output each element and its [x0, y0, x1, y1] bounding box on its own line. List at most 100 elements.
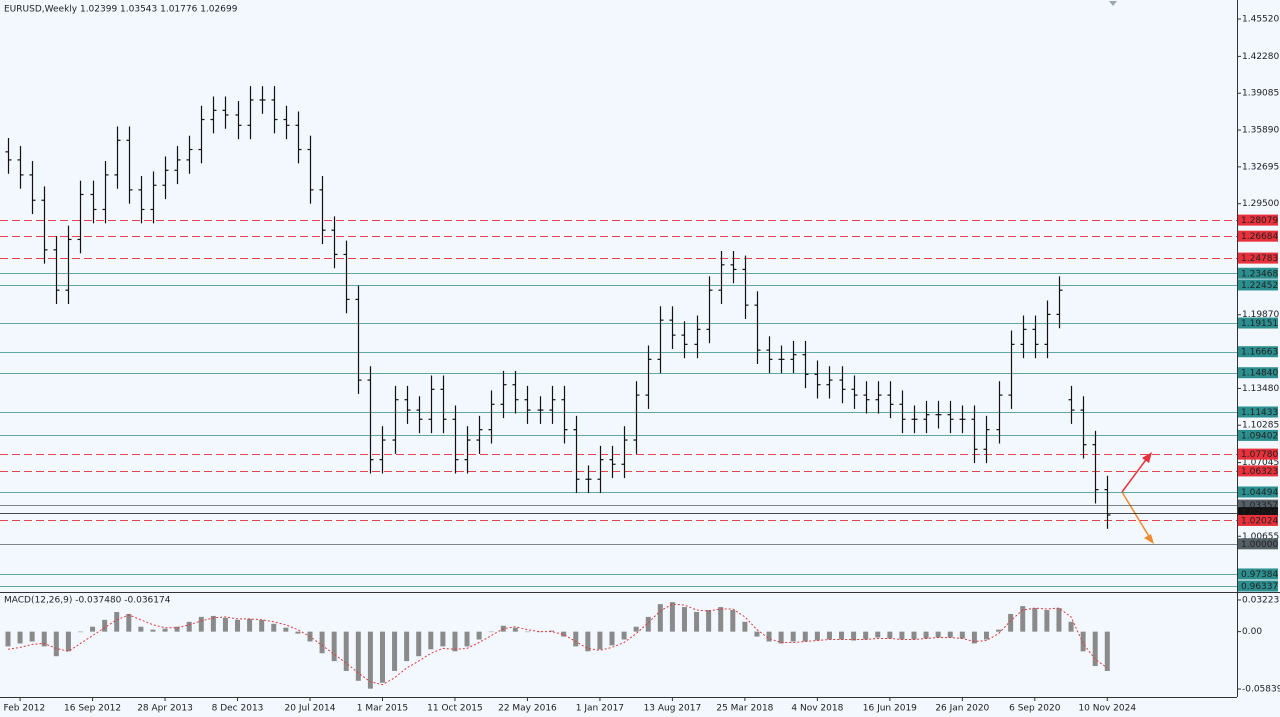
- histogram-bar: [826, 631, 832, 640]
- level-label: 0.97384: [1241, 570, 1278, 580]
- histogram-bar: [959, 631, 965, 639]
- histogram-bar: [851, 631, 857, 641]
- y-tick-label: 1.35890: [1242, 126, 1279, 136]
- level-label: 1.04494: [1241, 488, 1278, 498]
- y-tick-label: -0.058391: [1242, 685, 1280, 695]
- level-label: 1.03357: [1241, 501, 1278, 511]
- histogram-bar: [186, 621, 192, 632]
- level-label-box: [1238, 367, 1278, 379]
- histogram-bar: [1092, 631, 1098, 667]
- histogram-bar: [29, 631, 35, 642]
- level-label-box: [1238, 514, 1278, 526]
- x-tick-label: 10 Nov 2024: [1078, 704, 1136, 714]
- level-label: 1.00000: [1241, 540, 1278, 550]
- histogram-bar: [839, 631, 845, 640]
- histogram-bar: [295, 631, 301, 634]
- histogram-bar: [404, 631, 410, 662]
- histogram-bar: [476, 631, 482, 640]
- x-tick-label: 25 Mar 2018: [716, 704, 773, 714]
- histogram-bar: [597, 631, 603, 650]
- histogram-bar: [150, 629, 156, 632]
- histogram-bar: [730, 610, 736, 632]
- histogram-bar: [645, 616, 651, 632]
- x-tick-label: 6 Sep 2020: [1009, 704, 1061, 714]
- macd-label: MACD(12,26,9) -0.037480 -0.036174: [4, 596, 171, 606]
- histogram-bar: [259, 619, 265, 632]
- histogram-bar: [41, 631, 47, 647]
- histogram-bar: [1044, 610, 1050, 632]
- histogram-bar: [609, 631, 615, 646]
- histogram-bar: [657, 604, 663, 632]
- down-arrow: [1121, 491, 1151, 539]
- histogram-bar: [971, 631, 977, 644]
- x-tick-label: 28 Apr 2013: [137, 704, 193, 714]
- histogram-bar: [488, 631, 494, 633]
- x-tick-label: 4 Nov 2018: [791, 704, 843, 714]
- chart-title: EURUSD,Weekly 1.02399 1.03543 1.01776 1.…: [4, 5, 238, 15]
- y-tick-label: 1.10285: [1242, 421, 1279, 431]
- up-arrow: [1121, 456, 1149, 493]
- level-label: 1.26684: [1241, 232, 1278, 242]
- histogram-bar: [77, 631, 83, 633]
- level-label: 1.16663: [1241, 348, 1278, 358]
- y-tick-label: 1.29500: [1242, 199, 1279, 209]
- histogram-bar: [512, 627, 518, 632]
- shift-marker: [1109, 1, 1117, 6]
- histogram-bar: [283, 627, 289, 632]
- level-label-box: [1238, 499, 1278, 511]
- histogram-bar: [174, 626, 180, 632]
- histogram-bar: [367, 631, 373, 689]
- histogram-bar: [742, 621, 748, 632]
- histogram-bar: [1104, 631, 1110, 671]
- histogram-bar: [573, 631, 579, 647]
- histogram-bar: [633, 626, 639, 632]
- level-label: 1.24783: [1241, 254, 1278, 264]
- x-tick-label: 16 Jun 2019: [863, 704, 917, 714]
- histogram-bar: [379, 631, 385, 683]
- histogram-bar: [524, 631, 530, 633]
- y-tick-label: 1.32695: [1242, 162, 1279, 172]
- level-label: 1.28079: [1241, 216, 1278, 226]
- histogram-bar: [319, 631, 325, 654]
- histogram-bar: [428, 631, 434, 650]
- histogram-bar: [53, 631, 59, 657]
- histogram-bar: [766, 631, 772, 642]
- histogram-bar: [452, 631, 458, 652]
- histogram-bar: [875, 631, 881, 638]
- histogram-bar: [911, 631, 917, 640]
- histogram-bar: [561, 631, 567, 637]
- y-tick-label: 0.00: [1242, 627, 1262, 637]
- histogram-bar: [694, 611, 700, 632]
- projection-arrows: [1121, 452, 1154, 544]
- x-tick-label: 11 Oct 2015: [427, 704, 483, 714]
- histogram-bar: [210, 615, 216, 632]
- histogram-bar: [947, 631, 953, 638]
- histogram-bar: [537, 631, 543, 633]
- histogram-bar: [706, 610, 712, 632]
- histogram-bar: [343, 631, 349, 671]
- level-label: 1.07780: [1241, 450, 1278, 460]
- level-label-box: [1238, 507, 1278, 519]
- x-tick-label: 8 Dec 2013: [212, 704, 264, 714]
- histogram-bar: [778, 631, 784, 644]
- level-label-box: [1238, 465, 1278, 477]
- y-tick-label: 1.42280: [1242, 52, 1279, 62]
- histogram-bar: [416, 631, 422, 657]
- histogram-bar: [549, 630, 555, 632]
- y-tick-label: 1.13480: [1242, 384, 1279, 394]
- histogram-bar: [923, 631, 929, 639]
- histogram-bar: [802, 631, 808, 642]
- down-arrow-head: [1144, 534, 1154, 544]
- level-label-box: [1238, 214, 1278, 226]
- x-tick-label: 16 Sep 2012: [64, 704, 121, 714]
- histogram-bar: [126, 613, 132, 632]
- level-label-box: [1238, 279, 1278, 291]
- histogram-bar: [198, 616, 204, 632]
- histogram-bar: [983, 631, 989, 640]
- histogram-bar: [235, 619, 241, 632]
- level-label: 1.06323: [1241, 467, 1278, 477]
- level-label-box: [1238, 580, 1278, 592]
- level-label: 1.22452: [1241, 281, 1278, 291]
